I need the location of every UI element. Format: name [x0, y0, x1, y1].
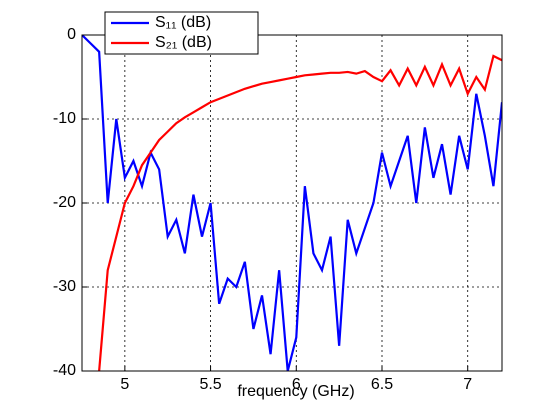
x-tick-label: 7	[463, 376, 472, 393]
series-line	[98, 54, 502, 371]
y-tick-label: -30	[53, 278, 76, 295]
x-tick-label: 5.5	[199, 376, 221, 393]
y-tick-label: -10	[53, 110, 76, 127]
x-tick-label: 6.5	[371, 376, 393, 393]
plot-frame	[81, 34, 503, 372]
x-tick-label: 5	[120, 376, 129, 393]
series-line	[82, 35, 502, 371]
y-tick-label: -40	[53, 362, 76, 379]
x-tick-label: 6	[292, 376, 301, 393]
legend-label: S₂₁ (dB)	[155, 34, 212, 51]
y-tick-label: 0	[67, 26, 76, 43]
y-tick-label: -20	[53, 194, 76, 211]
legend-box	[104, 11, 259, 55]
legend-label: S₁₁ (dB)	[155, 14, 211, 31]
x-axis-label: frequency (GHz)	[237, 383, 354, 400]
